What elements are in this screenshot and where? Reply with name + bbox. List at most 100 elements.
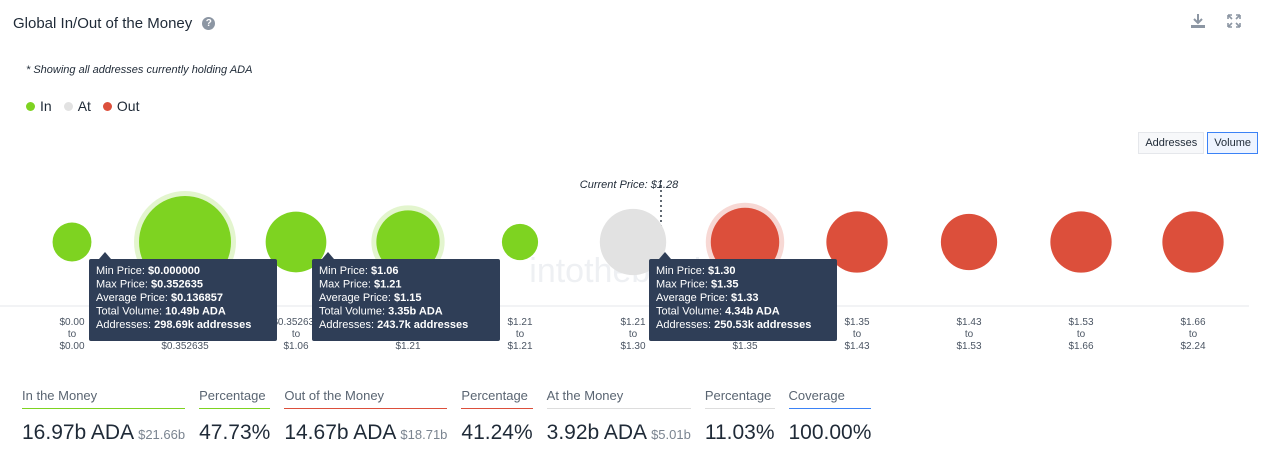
holding-note: * Showing all addresses currently holdin… (26, 64, 253, 76)
tick-label-to-value: $1.30 (620, 341, 645, 352)
tick-label-to: to (68, 329, 77, 340)
tooltip-line: Addresses: 298.69k addresses (96, 319, 251, 331)
tooltip-line: Min Price: $1.30 (656, 265, 736, 277)
metric-value-text: 41.24% (461, 421, 533, 444)
metric-value: 14.67b ADA $18.71b (284, 421, 447, 445)
legend-dot-in (26, 101, 35, 111)
chart-header: Global In/Out of the Money ? (13, 12, 216, 34)
tick-label-to: to (1077, 329, 1086, 340)
tick-label-to: to (965, 329, 974, 340)
bubble-in (52, 222, 92, 262)
metric-value-text: 100.00% (788, 421, 872, 444)
tooltip-box (89, 259, 277, 341)
current-price-label: Current Price: $1.28 (580, 179, 679, 191)
bubble-in (376, 210, 440, 274)
expand-icon[interactable] (1225, 12, 1243, 30)
metric-label: Percentage (704, 388, 775, 409)
page-title: Global In/Out of the Money (13, 14, 193, 32)
tooltip-line: Total Volume: 10.49b ADA (96, 306, 226, 318)
tooltip-line: Max Price: $0.352635 (96, 279, 203, 291)
tick-label-to: to (629, 329, 638, 340)
metric-label: Coverage (788, 388, 872, 409)
metric-value-text: 14.67b ADA (284, 421, 397, 444)
download-icon[interactable] (1189, 12, 1207, 30)
metric-at-money: At the Money 3.92b ADA $5.01b (546, 388, 691, 445)
bubble-at (599, 208, 667, 276)
metric-value: 100.00% (789, 421, 872, 445)
metric-toggle: Addresses Volume (1138, 132, 1258, 154)
legend-item-in[interactable]: In (26, 98, 52, 114)
legend-label-at: At (77, 98, 91, 114)
metric-coverage: Coverage 100.00% (788, 388, 872, 445)
legend-dot-at (63, 101, 73, 111)
tooltip-line: Min Price: $0.000000 (96, 265, 200, 277)
bubble-chart: intotheblockCurrent Price: $1.28$0.00to$… (0, 179, 1249, 352)
help-icon[interactable]: ? (202, 16, 216, 30)
tick-label-to-value: $0.352635 (161, 341, 209, 352)
tick-label-from: $1.21 (507, 317, 532, 328)
tick-label-from: $1.21 (620, 317, 645, 328)
metric-usd: $21.66b (138, 427, 186, 442)
metric-label: At the Money (546, 388, 691, 409)
metric-value: 16.97b ADA $21.66b (22, 421, 185, 445)
metric-value-text: 16.97b ADA (22, 421, 135, 444)
tick-label-to-value: $2.24 (1180, 341, 1205, 352)
tick-label-to: to (516, 329, 525, 340)
legend-item-out[interactable]: Out (102, 98, 140, 114)
metric-value: 41.24% (461, 421, 532, 445)
tooltip-line: Total Volume: 4.34b ADA (656, 306, 780, 318)
tick-label-to-value: $1.43 (844, 341, 869, 352)
metric-at-percentage: Percentage 11.03% (704, 388, 775, 445)
volume-button[interactable]: Volume (1207, 132, 1258, 154)
bubble-out (1050, 211, 1112, 273)
legend-label-in: In (40, 98, 52, 114)
legend-label-out: Out (116, 98, 140, 114)
tooltip-line: Average Price: $1.15 (319, 292, 422, 304)
metric-out-money: Out of the Money 14.67b ADA $18.71b (284, 388, 448, 445)
tooltip-line: Total Volume: 3.35b ADA (319, 306, 443, 318)
tick-label-from: $1.66 (1180, 317, 1205, 328)
bubble-in (501, 223, 539, 261)
tick-label-to-value: $1.21 (507, 341, 532, 352)
tick-label-to-value: $1.66 (1068, 341, 1093, 352)
metric-usd: $18.71b (400, 427, 448, 442)
tick-label-to-value: $1.35 (732, 341, 757, 352)
tick-label-from: $1.53 (1068, 317, 1093, 328)
tick-label-to-value: $1.53 (956, 341, 981, 352)
metric-value-text: 3.92b ADA (546, 421, 648, 444)
metric-value: 11.03% (705, 421, 775, 445)
metric-value-text: 11.03% (704, 421, 775, 444)
tooltip-line: Addresses: 243.7k addresses (319, 319, 468, 331)
addresses-button[interactable]: Addresses (1138, 132, 1205, 154)
tooltip-line: Average Price: $0.136857 (96, 292, 223, 304)
bubble-out (940, 213, 998, 271)
metric-value-text: 47.73% (199, 421, 271, 444)
metric-out-percentage: Percentage 41.24% (461, 388, 533, 445)
metric-value: 3.92b ADA $5.01b (547, 421, 691, 445)
tick-label-to-value: $1.21 (395, 341, 420, 352)
tooltip-line: Average Price: $1.33 (656, 292, 759, 304)
bubble-in (265, 211, 327, 273)
metric-label: In the Money (22, 388, 186, 409)
tooltip-line: Max Price: $1.21 (319, 279, 402, 291)
metric-label: Percentage (461, 388, 533, 409)
tick-label-from: $1.43 (956, 317, 981, 328)
tooltip-line: Addresses: 250.53k addresses (656, 319, 811, 331)
metric-in-percentage: Percentage 47.73% (199, 388, 271, 445)
metric-in-money: In the Money 16.97b ADA $21.66b (22, 388, 186, 445)
tick-label-from: $0.00 (59, 317, 84, 328)
tooltip-line: Max Price: $1.35 (656, 279, 739, 291)
header-actions (1189, 12, 1243, 30)
tick-label-to: to (853, 329, 862, 340)
tooltip-arrow (659, 252, 671, 259)
bubble-out (826, 211, 888, 273)
metric-label: Percentage (199, 388, 271, 409)
metric-label: Out of the Money (284, 388, 448, 409)
tooltip-arrow (322, 252, 334, 259)
tick-label-to-value: $0.00 (59, 341, 84, 352)
tooltip-line: Min Price: $1.06 (319, 265, 399, 277)
tick-label-to: to (292, 329, 301, 340)
legend-dot-out (102, 101, 112, 111)
legend-item-at[interactable]: At (63, 98, 91, 114)
metric-usd: $5.01b (651, 427, 691, 442)
